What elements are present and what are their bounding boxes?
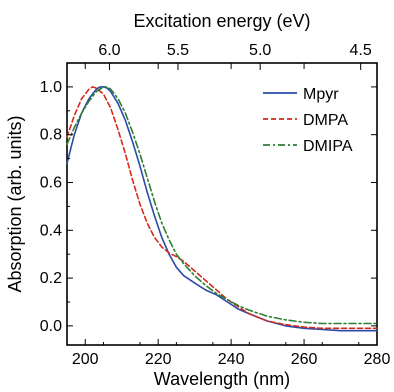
top-axis-tick-label: 5.5 bbox=[167, 42, 189, 59]
y-tick-label: 0.2 bbox=[40, 270, 62, 287]
tick-layer: 200 220 240 260 280 0.0 0.2 0.4 0.6 0.8 1.0 6.0 5.5 5… bbox=[40, 42, 391, 368]
series-line-mpyr bbox=[66, 86, 378, 332]
top-axis-tick-label: 4.5 bbox=[350, 42, 372, 59]
legend-label-dmipa: DMIPA bbox=[303, 138, 353, 155]
x-tick-label: 260 bbox=[291, 351, 318, 368]
top-axis-tick-label: 6.0 bbox=[98, 42, 120, 59]
plot-frame bbox=[66, 62, 378, 346]
x-tick-label: 240 bbox=[218, 351, 245, 368]
series-layer bbox=[66, 86, 378, 332]
legend-label-dmpa: DMPA bbox=[303, 112, 348, 129]
x-tick-label: 220 bbox=[145, 351, 172, 368]
y-tick-label: 1.0 bbox=[40, 79, 62, 96]
series-line-dmipa bbox=[66, 86, 378, 325]
top-axis-label: Excitation energy (eV) bbox=[133, 11, 310, 31]
legend-label-mpyr: Mpyr bbox=[303, 86, 339, 103]
top-axis-tick-label: 5.0 bbox=[249, 42, 271, 59]
legend: Mpyr DMPA DMIPA bbox=[263, 86, 353, 155]
x-tick-label: 280 bbox=[364, 351, 391, 368]
plot-area bbox=[66, 62, 378, 346]
y-tick-label: 0.4 bbox=[40, 222, 62, 239]
y-tick-label: 0.8 bbox=[40, 127, 62, 144]
y-tick-label: 0.0 bbox=[40, 318, 62, 335]
series-line-dmpa bbox=[66, 86, 378, 330]
x-tick-label: 200 bbox=[72, 351, 99, 368]
y-axis-label: Absorption (arb. units) bbox=[5, 115, 25, 292]
x-axis-label: Wavelength (nm) bbox=[154, 369, 290, 389]
y-tick-label: 0.6 bbox=[40, 174, 62, 191]
